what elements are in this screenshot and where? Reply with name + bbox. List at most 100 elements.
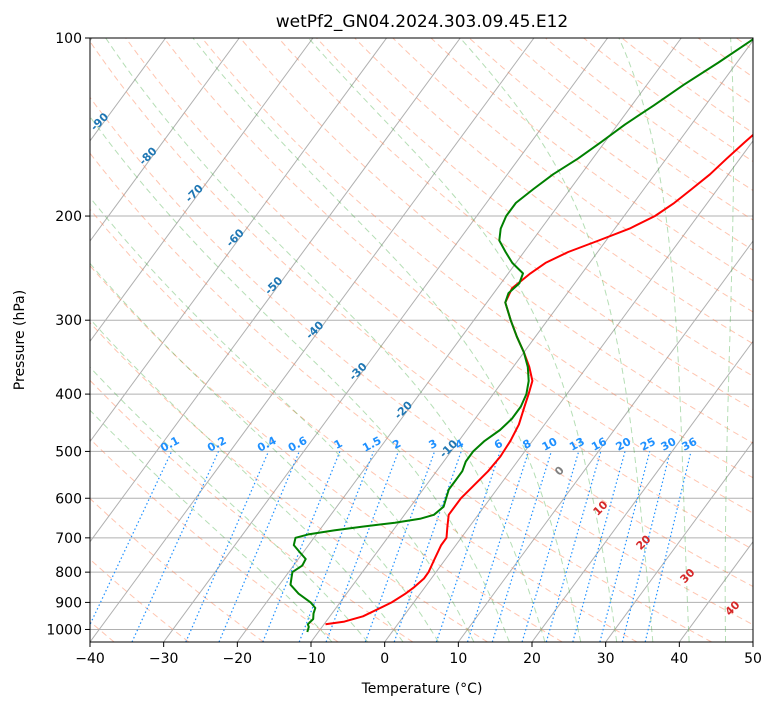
x-tick-label: 20 bbox=[523, 651, 541, 667]
y-tick-label: 200 bbox=[55, 209, 82, 225]
isotherm-label: -40 bbox=[303, 318, 326, 341]
x-tick-label: 10 bbox=[449, 651, 467, 667]
isotherm-gridline bbox=[310, 39, 753, 642]
y-tick-label: 800 bbox=[55, 565, 82, 581]
dewpoint-profile-line bbox=[289, 38, 753, 633]
isotherm-gridline bbox=[457, 240, 753, 642]
y-tick-label: 900 bbox=[55, 595, 82, 611]
x-tick-label: 50 bbox=[744, 651, 762, 667]
moist-adiabat-line bbox=[90, 196, 475, 642]
mixing-ratio-label: 20 bbox=[614, 435, 634, 454]
isotherm-gridline bbox=[236, 38, 682, 642]
mixing-ratio-line bbox=[435, 451, 501, 642]
moist-adiabat-line bbox=[90, 318, 404, 642]
isotherm-gridline bbox=[752, 641, 753, 642]
isotherm-gridline bbox=[605, 440, 753, 642]
moist-adiabat-line bbox=[459, 38, 654, 642]
dry-adiabat-line bbox=[90, 321, 488, 642]
dry-adiabat-line bbox=[583, 38, 753, 163]
x-tick-label: 0 bbox=[380, 651, 389, 667]
mixing-ratio-label: 25 bbox=[638, 435, 658, 454]
dry-adiabat-line bbox=[90, 208, 638, 642]
x-tick-label: −10 bbox=[296, 651, 326, 667]
isotherm-gridline bbox=[384, 140, 753, 642]
plot-frame bbox=[89, 37, 754, 643]
y-tick-label: 400 bbox=[55, 387, 82, 403]
dry-adiabat-line bbox=[697, 38, 753, 78]
mixing-ratio-label: 2 bbox=[390, 437, 403, 452]
mixing-ratio-line bbox=[545, 451, 602, 642]
mixing-ratio-line bbox=[131, 451, 220, 642]
dry-adiabat-line bbox=[545, 38, 753, 192]
mixing-ratio-label: 36 bbox=[680, 435, 700, 454]
isotherm-label: -60 bbox=[224, 226, 247, 249]
dry-adiabat-line bbox=[90, 264, 563, 642]
mixing-ratio-line bbox=[521, 451, 580, 642]
mixing-ratio-label: 13 bbox=[567, 435, 587, 454]
dry-adiabat-line bbox=[201, 38, 753, 479]
isotherm-label: -20 bbox=[392, 398, 415, 421]
mixing-ratio-label: 30 bbox=[659, 435, 679, 454]
isotherm-gridline bbox=[531, 340, 753, 642]
mixing-ratio-label: 16 bbox=[589, 435, 609, 454]
y-axis-label: Pressure (hPa) bbox=[12, 290, 28, 390]
moist-adiabat-line bbox=[90, 262, 439, 642]
mixing-ratio-line bbox=[621, 451, 671, 642]
plot-area: 0.1 0.2 0.4 0.6 1 1.5 2 3 4 6 8 10 13 16 20 25 30 36-100-… bbox=[41, 38, 753, 642]
moist-adiabat-line bbox=[618, 38, 690, 642]
x-axis-label: Temperature (°C) bbox=[361, 681, 483, 697]
moist-adiabat-line bbox=[724, 38, 735, 642]
isotherm-gridline bbox=[90, 38, 535, 642]
x-tick-label: −40 bbox=[75, 651, 105, 667]
mixing-ratio-line bbox=[90, 451, 173, 627]
isotherm-gridline bbox=[678, 540, 753, 642]
y-tick-label: 1000 bbox=[46, 622, 82, 638]
mixing-ratio-line bbox=[393, 451, 462, 642]
dry-adiabat-line bbox=[468, 38, 753, 251]
isotherm-gridline bbox=[90, 38, 240, 242]
dry-adiabat-line bbox=[392, 38, 753, 313]
isotherm-label: -80 bbox=[136, 144, 159, 167]
isotherm-label: -50 bbox=[262, 274, 285, 297]
dry-adiabat-line bbox=[278, 38, 753, 410]
moist-adiabat-label: 30 bbox=[678, 566, 698, 586]
mixing-ratio-line bbox=[364, 451, 436, 642]
isotherm-gridline bbox=[90, 38, 167, 142]
moist-adiabat-line bbox=[192, 38, 582, 642]
isotherm-label: -70 bbox=[183, 182, 206, 205]
moist-adiabat-line bbox=[105, 38, 546, 642]
x-tick-label: 30 bbox=[597, 651, 615, 667]
x-tick-label: −30 bbox=[149, 651, 179, 667]
mixing-ratio-line bbox=[262, 451, 341, 642]
isotherm-label: -100 bbox=[41, 68, 70, 97]
moist-adiabat-line bbox=[308, 38, 618, 642]
dry-adiabat-line bbox=[90, 497, 264, 642]
mixing-ratio-line bbox=[298, 451, 375, 642]
dry-adiabat-line bbox=[430, 38, 753, 282]
mixing-ratio-label: 6 bbox=[492, 437, 505, 452]
y-tick-label: 700 bbox=[55, 531, 82, 547]
y-tick-label: 300 bbox=[55, 313, 82, 329]
isotherm-gridline bbox=[90, 38, 314, 343]
moist-adiabat-line bbox=[90, 409, 333, 642]
dry-adiabat-line bbox=[736, 38, 753, 51]
isotherm-gridline bbox=[90, 38, 461, 543]
y-tick-label: 600 bbox=[55, 491, 82, 507]
x-tick-label: 40 bbox=[670, 651, 688, 667]
mixing-ratio-line bbox=[572, 451, 626, 642]
x-axis: −40 −30 −20 −10 0 10 20 30 40 50 bbox=[75, 642, 762, 667]
isotherm-label: -90 bbox=[88, 110, 111, 133]
dry-adiabat-line bbox=[239, 38, 753, 444]
chart-title: wetPf2_GN04.2024.303.09.45.E12 bbox=[276, 12, 568, 32]
y-tick-label: 500 bbox=[55, 444, 82, 460]
dry-adiabat-line bbox=[90, 438, 339, 642]
mixing-ratio-line bbox=[325, 451, 399, 642]
mixing-ratio-line bbox=[599, 451, 651, 642]
mixing-ratio-line bbox=[644, 451, 692, 642]
y-tick-label: 100 bbox=[55, 31, 82, 47]
dry-adiabat-line bbox=[90, 40, 753, 588]
dry-adiabat-line bbox=[90, 96, 753, 626]
mixing-ratio-label: 10 bbox=[540, 435, 560, 454]
mixing-ratio-line bbox=[466, 451, 530, 642]
